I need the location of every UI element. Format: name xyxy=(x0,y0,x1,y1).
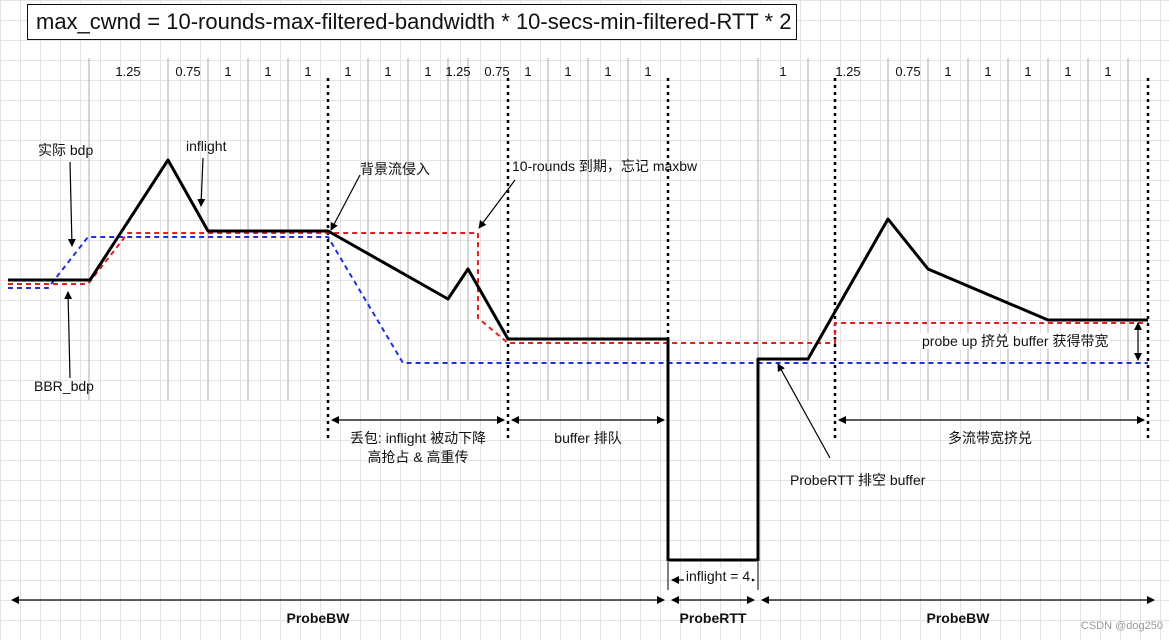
pacing-gain: 1 xyxy=(344,64,352,79)
inflight-label: inflight xyxy=(186,138,227,154)
inflight-line xyxy=(8,158,1148,562)
watermark: CSDN @dog250 xyxy=(1080,620,1163,632)
pacing-gain: 1 xyxy=(524,64,532,79)
inflight-4-label: inflight = 4 xyxy=(683,568,753,584)
pacing-gain: 0.75 xyxy=(175,64,201,79)
loss-span-label-1: 丢包: inflight 被动下降 xyxy=(349,430,487,446)
pacing-gain: 1 xyxy=(944,64,952,79)
pacing-gain: 1 xyxy=(564,64,572,79)
pacing-gain: 1 xyxy=(224,64,232,79)
pacing-gain: 1 xyxy=(264,64,272,79)
rounds-expire-label: 10-rounds 到期，忘记 maxbw xyxy=(512,158,698,174)
pacing-gain: 0.75 xyxy=(895,64,921,79)
probe-up-label: probe up 挤兑 buffer 获得带宽 xyxy=(920,333,1111,349)
pacing-gain: 1 xyxy=(984,64,992,79)
multi-flow-label: 多流带宽挤兑 xyxy=(948,430,1032,446)
pacing-gain: 1 xyxy=(779,64,787,79)
bbr-bdp-line xyxy=(8,236,1148,364)
pacing-gain: 0.75 xyxy=(484,64,510,79)
pacing-gain: 1 xyxy=(1064,64,1072,79)
actual-bdp-line xyxy=(8,232,1148,344)
pacing-gain: 1 xyxy=(604,64,612,79)
arrow-actual-bdp xyxy=(67,161,76,247)
pacing-gain: 1.25 xyxy=(115,64,141,79)
pacing-gain: 1.25 xyxy=(445,64,471,79)
pacing-gain: 1.25 xyxy=(835,64,861,79)
phase-boundaries xyxy=(326,78,1150,440)
arrow-probe-rtt xyxy=(777,363,831,459)
annotation-arrows xyxy=(64,157,1142,459)
loss-span-label-2: 高抢占 & 高重传 xyxy=(367,449,469,465)
arrow-inflight xyxy=(197,157,206,207)
probe-rtt-drain-label: ProbeRTT 排空 buffer xyxy=(790,472,926,488)
phase-probertt: ProbeRTT xyxy=(679,610,747,626)
pacing-gain: 1 xyxy=(304,64,312,79)
arrow-bg-flow xyxy=(330,174,361,231)
pacing-gain: 1 xyxy=(1024,64,1032,79)
phase-probebw-1: ProbeBW xyxy=(286,610,350,626)
arrow-bbr-bdp xyxy=(64,291,73,379)
actual-bdp-label: 实际 bdp xyxy=(38,142,94,158)
pacing-gain: 1 xyxy=(1104,64,1112,79)
arrow-rounds-expire xyxy=(478,179,516,229)
pacing-gain: 1 xyxy=(424,64,432,79)
formula-box: max_cwnd = 10-rounds-max-filtered-bandwi… xyxy=(27,4,797,40)
phase-probebw-2: ProbeBW xyxy=(926,610,990,626)
pacing-gain: 1 xyxy=(384,64,392,79)
bg-flow-label: 背景流侵入 xyxy=(360,161,430,177)
formula-text: max_cwnd = 10-rounds-max-filtered-bandwi… xyxy=(36,9,792,34)
buffer-queue-label: buffer 排队 xyxy=(554,430,622,446)
pacing-gain: 1 xyxy=(644,64,652,79)
bbr-bdp-label: BBR_bdp xyxy=(34,378,94,394)
